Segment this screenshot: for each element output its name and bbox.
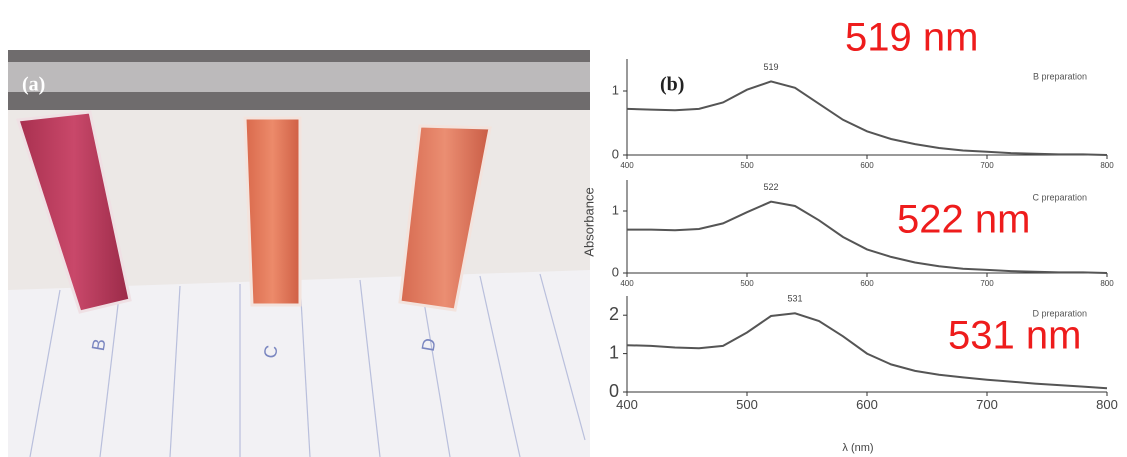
x-tick-label: 400	[620, 161, 634, 170]
spectrum-line	[627, 81, 1107, 155]
photo: (a) B C D	[8, 50, 590, 457]
panel-label: (b)	[660, 74, 684, 96]
overlay-label: 519 nm	[845, 16, 978, 60]
y-tick-label: 1	[612, 202, 619, 217]
x-tick-label: 800	[1096, 397, 1118, 412]
legend-entry: B preparation	[1033, 71, 1087, 81]
x-axis-label: λ (nm)	[842, 442, 873, 454]
x-tick-label: 600	[860, 279, 874, 288]
x-tick-label: 700	[980, 161, 994, 170]
x-tick-label: 600	[856, 397, 878, 412]
x-tick-label: 500	[740, 161, 754, 170]
y-axis-label: Absorbance	[581, 187, 596, 256]
figure: (a) B C D (b) Absorbance λ (nm) 400 500 60…	[0, 0, 1127, 457]
x-tick-label: 600	[860, 161, 874, 170]
y-tick-label: 0	[612, 146, 619, 161]
legend-entry: C preparation	[1032, 192, 1087, 202]
spectrum-line	[627, 202, 1107, 273]
x-tick-label: 500	[740, 279, 754, 288]
y-tick-label: 0	[612, 264, 619, 279]
y-tick-label: 0	[609, 381, 619, 401]
x-tick-label: 400	[616, 397, 638, 412]
overlay-label: 531 nm	[948, 314, 1081, 358]
y-tick-label: 2	[609, 304, 619, 324]
peak-label: 519	[763, 62, 778, 72]
x-tick-label: 400	[620, 279, 634, 288]
overlay-label: 522 nm	[897, 198, 1030, 242]
peak-label: 531	[787, 294, 802, 304]
x-tick-label: 700	[980, 279, 994, 288]
panel-label: (a)	[22, 74, 45, 96]
y-tick-label: 1	[612, 82, 619, 97]
peak-label: 522	[763, 182, 778, 192]
x-tick-label: 800	[1100, 161, 1114, 170]
y-tick-label: 1	[609, 342, 619, 362]
x-tick-label: 700	[976, 397, 998, 412]
x-tick-label: 500	[736, 397, 758, 412]
x-tick-label: 800	[1100, 279, 1114, 288]
